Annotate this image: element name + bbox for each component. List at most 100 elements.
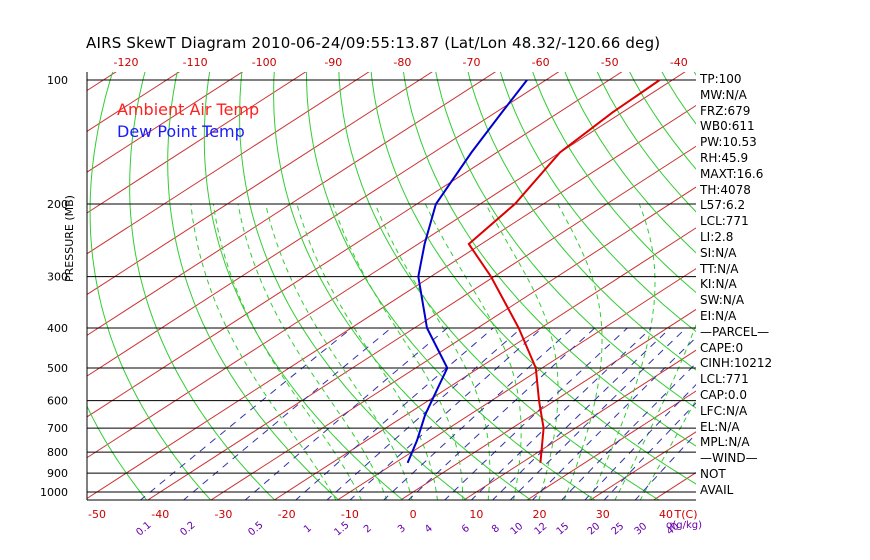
dry-adiabat-line (403, 72, 696, 447)
chart-title: AIRS SkewT Diagram 2010-06-24/09:55:13.8… (86, 34, 661, 52)
mixing-ratio-line (531, 336, 696, 500)
stat-item: PW:10.53 (700, 135, 757, 150)
isotherm-line (87, 72, 560, 377)
dry-adiabat-line (532, 72, 696, 294)
stat-item: EL:N/A (700, 419, 740, 434)
mixing-ratio-tick-label: 0.1 (134, 520, 153, 539)
bottom-temp-tick-label: 20 (533, 508, 547, 521)
mixing-ratio-line (295, 327, 494, 500)
pressure-tick-label: 500 (47, 362, 68, 375)
pressure-tick-label: 600 (47, 395, 68, 408)
isotherm-line (463, 349, 696, 500)
mixing-ratio-tick-label: 8 (490, 523, 502, 536)
y-axis-label: PRESSURE (MB) (63, 195, 76, 282)
dry-adiabat-line (167, 72, 340, 500)
isotherm-line (526, 390, 696, 500)
mixing-ratio-line (634, 433, 696, 500)
stat-item: EI:N/A (700, 308, 737, 323)
pressure-tick-label: 200 (47, 198, 68, 211)
stat-item: MPL:N/A (700, 435, 750, 450)
bottom-temp-tick-label: 0 (410, 508, 417, 521)
bottom-temp-tick-label: 30 (596, 508, 610, 521)
moist-adiabat-line (557, 203, 603, 500)
dry-adiabat-line (435, 72, 696, 409)
moist-adiabat-line (190, 203, 337, 500)
pressure-tick-label: 800 (47, 446, 68, 459)
stat-item: TT:N/A (700, 261, 739, 276)
stat-item: MAXT:16.6 (700, 166, 764, 181)
dry-adiabat-line (273, 72, 532, 500)
isotherm-line (336, 268, 696, 500)
bottom-temp-tick-label: -10 (341, 508, 359, 521)
top-temp-tick-label: -110 (183, 56, 208, 69)
mixing-ratio-line (444, 327, 628, 500)
moist-adiabat-line (614, 323, 696, 500)
dry-adiabat-line (370, 72, 696, 485)
legend-ambient-air-temp: Ambient Air Temp (117, 100, 260, 119)
stat-item: CAP:0.0 (700, 387, 747, 402)
stat-item: LCL:771 (700, 372, 749, 387)
moist-adiabat-line (374, 203, 491, 500)
top-temp-tick-label: -80 (393, 56, 411, 69)
pressure-tick-label: 300 (47, 271, 68, 284)
mixing-ratio-tick-label: 15 (555, 521, 572, 538)
isotherm-line (87, 104, 696, 500)
stat-item: —PARCEL— (700, 324, 770, 339)
mixing-ratio-tick-label: 6 (460, 523, 472, 536)
mixing-ratio-tick-label: 10 (509, 521, 526, 538)
stability-index-list: TP:100 MW:N/A FRZ:679 WB0:611 PW:10.53 RH:45.… (700, 72, 772, 499)
isotherm-line (87, 72, 686, 459)
mixing-ratio-tick-label: 2 (362, 523, 374, 536)
dry-adiabat-line (499, 72, 696, 333)
stat-item: TP:100 (700, 72, 742, 86)
mixing-ratio-line (139, 327, 353, 500)
mixing-ratio-line (561, 362, 696, 500)
isotherm-line (779, 61, 870, 501)
ambient-air-temp-line (467, 79, 661, 463)
dry-adiabat-line (783, 61, 870, 501)
moist-adiabat-line (212, 203, 362, 500)
pressure-tick-label: 100 (47, 74, 68, 87)
stat-item: L57:6.2 (700, 198, 746, 213)
dry-adiabat-line (203, 72, 404, 500)
mixing-ratio-line (383, 327, 573, 500)
top-temp-tick-label: -120 (114, 56, 139, 69)
isotherm-line (146, 145, 696, 500)
mixing-ratio-tick-label: 12 (533, 521, 550, 538)
moist-adiabat-line (424, 203, 522, 500)
stat-item: TH:4078 (700, 182, 751, 197)
dry-adiabat-line (467, 72, 696, 371)
mixing-ratio-tick-label: 0.5 (246, 520, 265, 539)
mixing-ratio-line (349, 327, 543, 500)
mixing-ratio-tick-label: 0.2 (178, 520, 197, 539)
mixing-ratio-line (603, 402, 696, 500)
stat-item: RH:45.9 (700, 150, 749, 165)
dry-adiabat-line (338, 72, 660, 500)
stat-item: LCL:771 (700, 214, 749, 229)
isotherm-line (87, 72, 307, 214)
mixing-ratio-tick-label: 4 (423, 523, 435, 536)
moist-adiabat-line (265, 203, 413, 500)
stat-item: LI:2.8 (700, 229, 734, 244)
isotherm-line (273, 227, 696, 500)
mixing-ratio-line (182, 327, 392, 500)
dry-adiabat-line (239, 72, 468, 500)
moist-adiabat-line (639, 398, 696, 500)
legend-dew-point-temp: Dew Point Temp (117, 122, 245, 141)
mixing-ratio-tick-label: 3 (396, 523, 408, 536)
mixing-ratio-tick-label: 25 (610, 521, 627, 538)
stat-item: FRZ:679 (700, 103, 751, 118)
dry-adiabat-line (129, 72, 276, 500)
stat-item: MW:N/A (700, 87, 747, 102)
stat-item: WB0:611 (700, 119, 755, 134)
mixing-ratio-line (509, 327, 687, 500)
isotherm-line (87, 72, 244, 173)
dry-adiabat-line (564, 72, 696, 254)
top-temp-tick-label: -50 (601, 56, 619, 69)
mixing-ratio-tick-label: 1 (302, 523, 314, 536)
stat-item: SI:N/A (700, 245, 737, 260)
pressure-tick-label: 400 (47, 322, 68, 335)
mixing-ratio-line (491, 327, 671, 500)
pressure-tick-label: 700 (47, 422, 68, 435)
